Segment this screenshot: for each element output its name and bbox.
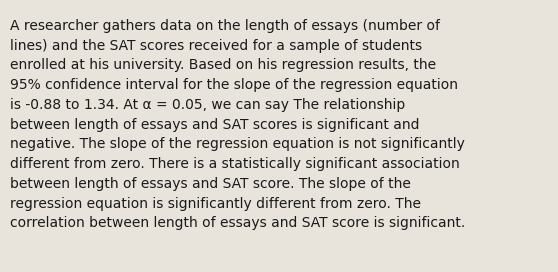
- Text: A researcher gathers data on the length of essays (number of
lines) and the SAT : A researcher gathers data on the length …: [10, 19, 465, 230]
